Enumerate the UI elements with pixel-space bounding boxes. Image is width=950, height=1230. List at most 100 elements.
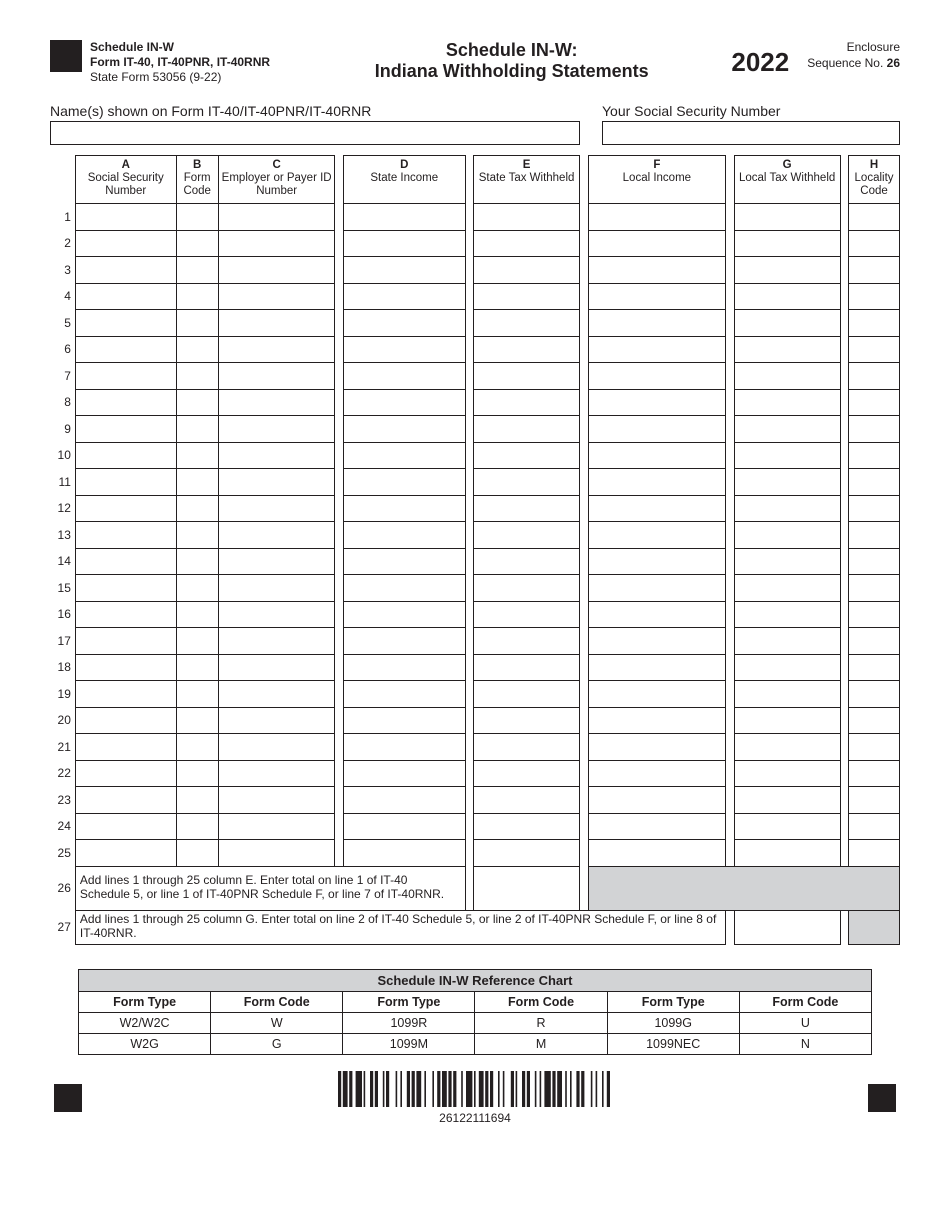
cell-a[interactable] xyxy=(75,760,176,787)
cell-d[interactable] xyxy=(343,628,465,655)
cell-b[interactable] xyxy=(176,681,218,708)
cell-h[interactable] xyxy=(849,654,900,681)
cell-a[interactable] xyxy=(75,283,176,310)
cell-e[interactable] xyxy=(474,469,580,496)
cell-a[interactable] xyxy=(75,654,176,681)
cell-e[interactable] xyxy=(474,336,580,363)
cell-c[interactable] xyxy=(218,469,335,496)
cell-c[interactable] xyxy=(218,601,335,628)
cell-f[interactable] xyxy=(588,601,726,628)
cell-b[interactable] xyxy=(176,575,218,602)
cell-c[interactable] xyxy=(218,813,335,840)
cell-b[interactable] xyxy=(176,310,218,337)
cell-g[interactable] xyxy=(734,787,840,814)
cell-h[interactable] xyxy=(849,230,900,257)
cell-f[interactable] xyxy=(588,654,726,681)
cell-e[interactable] xyxy=(474,787,580,814)
cell-g[interactable] xyxy=(734,813,840,840)
cell-d[interactable] xyxy=(343,389,465,416)
ssn-input[interactable] xyxy=(602,121,900,145)
cell-h[interactable] xyxy=(849,548,900,575)
cell-b[interactable] xyxy=(176,654,218,681)
name-input[interactable] xyxy=(50,121,580,145)
cell-b[interactable] xyxy=(176,363,218,390)
cell-b[interactable] xyxy=(176,204,218,231)
cell-b[interactable] xyxy=(176,840,218,867)
cell-e[interactable] xyxy=(474,230,580,257)
cell-a[interactable] xyxy=(75,416,176,443)
cell-d[interactable] xyxy=(343,257,465,284)
cell-b[interactable] xyxy=(176,416,218,443)
cell-c[interactable] xyxy=(218,681,335,708)
cell-c[interactable] xyxy=(218,442,335,469)
cell-a[interactable] xyxy=(75,257,176,284)
cell-d[interactable] xyxy=(343,601,465,628)
cell-a[interactable] xyxy=(75,813,176,840)
cell-d[interactable] xyxy=(343,575,465,602)
cell-d[interactable] xyxy=(343,654,465,681)
cell-g[interactable] xyxy=(734,681,840,708)
cell-c[interactable] xyxy=(218,575,335,602)
cell-g[interactable] xyxy=(734,628,840,655)
cell-b[interactable] xyxy=(176,389,218,416)
cell-e[interactable] xyxy=(474,707,580,734)
cell-e[interactable] xyxy=(474,495,580,522)
cell-b[interactable] xyxy=(176,230,218,257)
cell-c[interactable] xyxy=(218,548,335,575)
cell-f[interactable] xyxy=(588,707,726,734)
cell-a[interactable] xyxy=(75,442,176,469)
cell-f[interactable] xyxy=(588,522,726,549)
cell-g[interactable] xyxy=(734,707,840,734)
cell-f[interactable] xyxy=(588,681,726,708)
cell-d[interactable] xyxy=(343,310,465,337)
cell-c[interactable] xyxy=(218,257,335,284)
cell-f[interactable] xyxy=(588,257,726,284)
cell-c[interactable] xyxy=(218,283,335,310)
cell-h[interactable] xyxy=(849,813,900,840)
cell-d[interactable] xyxy=(343,760,465,787)
cell-a[interactable] xyxy=(75,601,176,628)
cell-h[interactable] xyxy=(849,760,900,787)
cell-c[interactable] xyxy=(218,310,335,337)
cell-d[interactable] xyxy=(343,230,465,257)
cell-h[interactable] xyxy=(849,469,900,496)
cell-g[interactable] xyxy=(734,442,840,469)
cell-h[interactable] xyxy=(849,787,900,814)
cell-d[interactable] xyxy=(343,734,465,761)
cell-h[interactable] xyxy=(849,389,900,416)
cell-d[interactable] xyxy=(343,469,465,496)
cell-a[interactable] xyxy=(75,310,176,337)
cell-f[interactable] xyxy=(588,204,726,231)
cell-a[interactable] xyxy=(75,230,176,257)
cell-h[interactable] xyxy=(849,601,900,628)
cell-g[interactable] xyxy=(734,230,840,257)
cell-g[interactable] xyxy=(734,522,840,549)
cell-f[interactable] xyxy=(588,813,726,840)
cell-b[interactable] xyxy=(176,734,218,761)
cell-c[interactable] xyxy=(218,840,335,867)
cell-a[interactable] xyxy=(75,204,176,231)
cell-h[interactable] xyxy=(849,522,900,549)
cell-g[interactable] xyxy=(734,283,840,310)
cell-e[interactable] xyxy=(474,628,580,655)
cell-f[interactable] xyxy=(588,495,726,522)
cell-a[interactable] xyxy=(75,469,176,496)
cell-f[interactable] xyxy=(588,389,726,416)
cell-e[interactable] xyxy=(474,601,580,628)
cell-f[interactable] xyxy=(588,840,726,867)
cell-f[interactable] xyxy=(588,548,726,575)
cell-d[interactable] xyxy=(343,840,465,867)
cell-a[interactable] xyxy=(75,575,176,602)
cell-b[interactable] xyxy=(176,548,218,575)
cell-c[interactable] xyxy=(218,363,335,390)
cell-e[interactable] xyxy=(474,257,580,284)
cell-g[interactable] xyxy=(734,310,840,337)
cell-g[interactable] xyxy=(734,389,840,416)
cell-f[interactable] xyxy=(588,363,726,390)
cell-e[interactable] xyxy=(474,734,580,761)
cell-e[interactable] xyxy=(474,654,580,681)
cell-b[interactable] xyxy=(176,707,218,734)
cell-g[interactable] xyxy=(734,840,840,867)
cell-f[interactable] xyxy=(588,787,726,814)
cell-c[interactable] xyxy=(218,760,335,787)
